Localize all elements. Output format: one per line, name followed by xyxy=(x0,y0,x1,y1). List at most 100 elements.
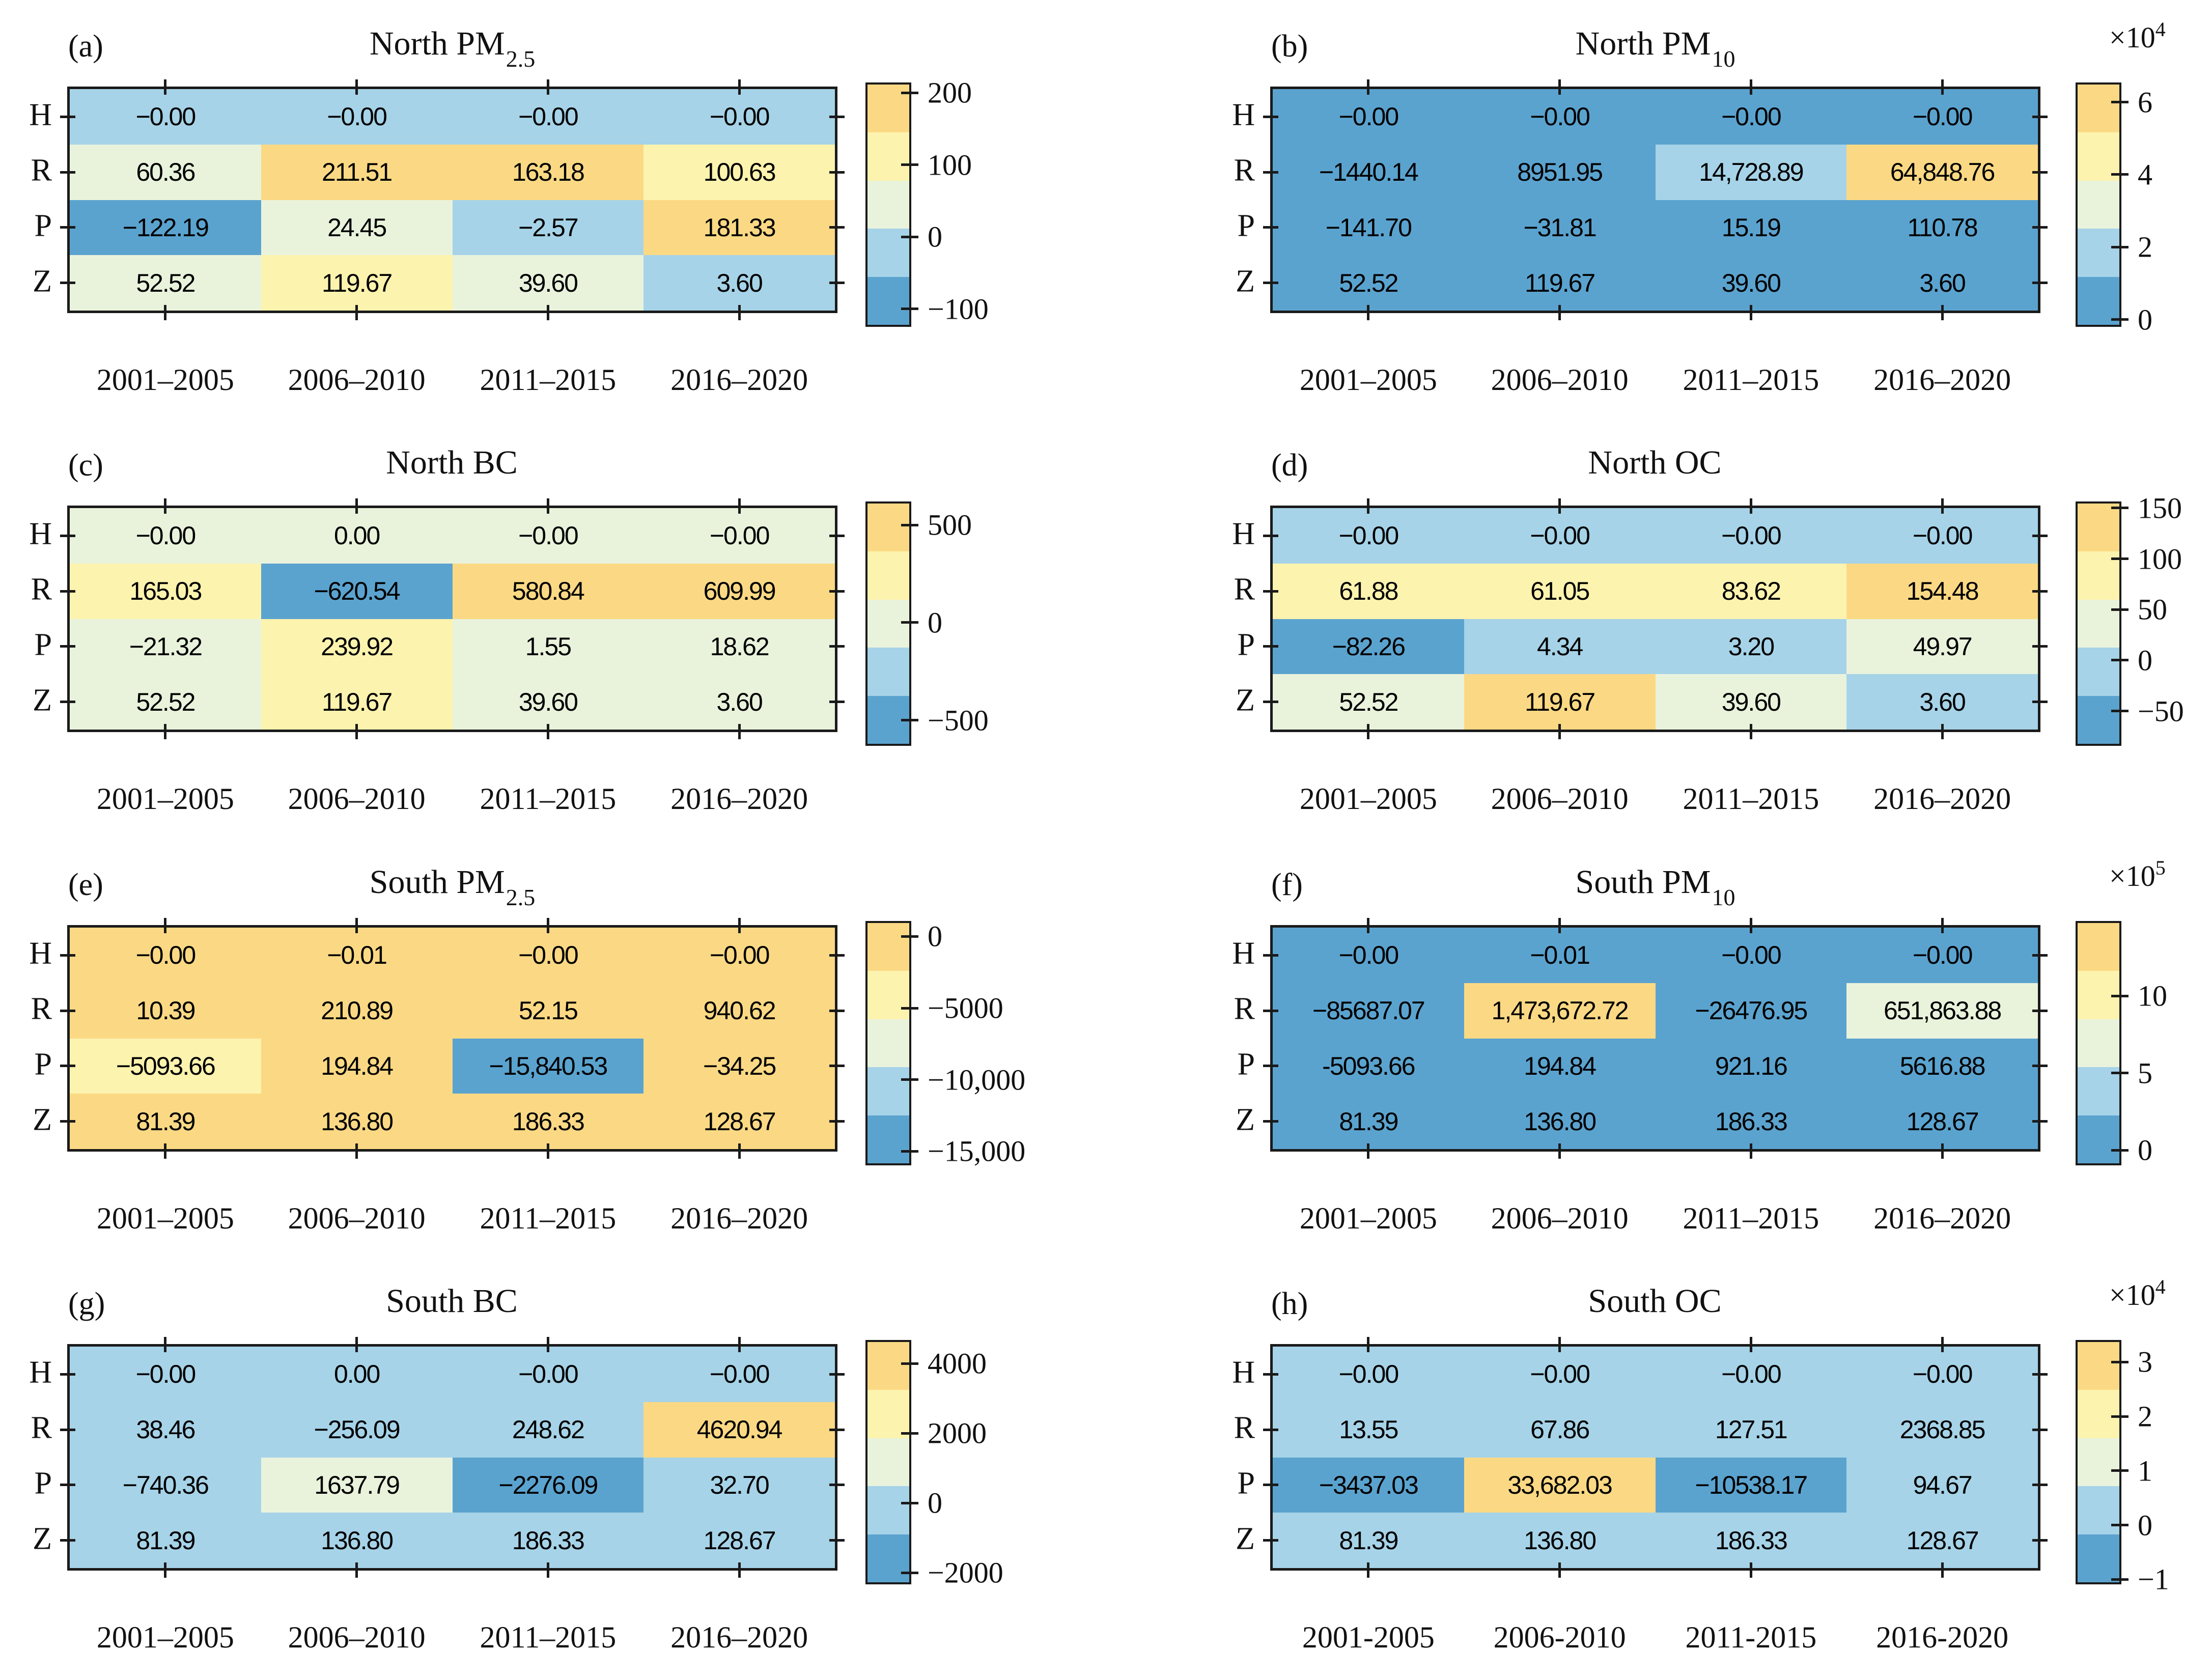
heatmap-cell: 181.33 xyxy=(643,200,835,256)
x-tick-label: 2006–2010 xyxy=(1491,1201,1629,1235)
y-axis-tick xyxy=(2032,534,2048,537)
heatmap-cell: 100.63 xyxy=(643,144,835,200)
colorbar-segment xyxy=(2078,132,2119,181)
panel-title-text: South BC xyxy=(386,1282,518,1320)
heatmap-cell: −2.57 xyxy=(452,200,644,256)
heatmap-cell: −0.00 xyxy=(1273,1347,1464,1402)
y-axis-tick xyxy=(1263,534,1278,537)
x-tick-label: 2016–2020 xyxy=(670,782,808,816)
colorbar-tick xyxy=(901,719,918,722)
y-axis-tick xyxy=(60,590,75,593)
row-label: Z xyxy=(1236,1102,1255,1137)
colorbar-tick xyxy=(901,1362,918,1365)
heatmap-cell: −0.00 xyxy=(1846,1347,2038,1402)
heatmap-cell: −620.54 xyxy=(261,563,453,619)
y-axis-tick xyxy=(60,645,75,648)
colorbar-segment xyxy=(2078,229,2119,277)
heatmap-cell: 128.67 xyxy=(643,1094,835,1149)
x-axis-tick xyxy=(546,79,549,95)
colorbar-segment xyxy=(867,551,909,600)
colorbar-segment xyxy=(2078,1486,2119,1534)
heatmap-cell: −0.00 xyxy=(1464,508,1656,564)
x-axis-tick xyxy=(355,1143,358,1159)
colorbar-tick xyxy=(2111,994,2129,997)
heatmap-cell: −0.01 xyxy=(261,928,453,983)
x-tick-label: 2001–2005 xyxy=(96,782,234,816)
heatmap-cell: −85687.07 xyxy=(1273,983,1464,1039)
colorbar-tick-label: −50 xyxy=(2138,694,2184,728)
heatmap-cell: 67.86 xyxy=(1464,1402,1656,1458)
x-axis-tick xyxy=(1941,498,1944,514)
y-axis-tick xyxy=(1263,1373,1278,1376)
heatmap-cell: −10538.17 xyxy=(1655,1457,1847,1513)
y-axis-tick xyxy=(60,1428,75,1431)
heatmap-cell: 1,473,672.72 xyxy=(1464,983,1656,1039)
colorbar-segment xyxy=(867,1438,909,1487)
heatmap-cell: 119.67 xyxy=(261,255,453,311)
y-axis-tick xyxy=(1263,1539,1278,1542)
colorbar-tick xyxy=(2111,1149,2129,1152)
heatmap-cell: −141.70 xyxy=(1273,200,1464,256)
heatmap-cell: 119.67 xyxy=(1464,255,1656,311)
colorbar-tick xyxy=(2111,173,2129,176)
heatmap-cell: 128.67 xyxy=(643,1513,835,1568)
x-axis-tick xyxy=(1749,724,1752,739)
heatmap-cell: 64,848.76 xyxy=(1846,144,2038,200)
y-axis-tick xyxy=(1263,645,1278,648)
heatmap-cell: −0.01 xyxy=(1464,928,1656,983)
panel-title-text: North PM xyxy=(1575,25,1711,62)
y-axis-tick xyxy=(2032,1065,2048,1068)
x-axis-tick xyxy=(164,79,167,95)
x-axis-tick xyxy=(546,1143,549,1159)
colorbar-segment xyxy=(867,1019,909,1068)
x-axis-tick xyxy=(1749,305,1752,320)
y-axis-tick xyxy=(60,954,75,957)
colorbar-tick xyxy=(901,1078,918,1081)
row-label: Z xyxy=(1236,1521,1255,1556)
y-axis-tick xyxy=(60,1120,75,1123)
heatmap-cell: 13.55 xyxy=(1273,1402,1464,1458)
heatmap-cell: 128.67 xyxy=(1846,1513,2038,1568)
x-tick-label: 2016–2020 xyxy=(670,1620,808,1654)
colorbar-segment xyxy=(867,648,909,696)
y-axis-tick xyxy=(1263,954,1278,957)
heatmap-cell: 39.60 xyxy=(452,255,644,311)
x-axis-tick xyxy=(738,918,741,933)
heatmap-cell: 39.60 xyxy=(452,674,644,730)
heatmap-cell: 3.60 xyxy=(643,674,835,730)
y-axis-tick xyxy=(60,171,75,174)
x-axis-tick xyxy=(164,1562,167,1578)
heatmap-cell: −0.00 xyxy=(1273,928,1464,983)
y-axis-tick xyxy=(1263,171,1278,174)
y-axis-tick xyxy=(2032,954,2048,957)
y-axis-tick xyxy=(1263,1009,1278,1012)
heatmap-cell: 5616.88 xyxy=(1846,1038,2038,1094)
x-axis-tick xyxy=(164,1337,167,1352)
x-tick-label: 2011–2015 xyxy=(1683,1201,1819,1235)
heatmap-cell: 165.03 xyxy=(70,563,261,619)
x-tick-label: 2006-2010 xyxy=(1493,1620,1626,1654)
heatmap-cell: −0.00 xyxy=(1655,89,1847,145)
colorbar-tick xyxy=(2111,710,2129,713)
x-tick-label: 2001–2005 xyxy=(1299,1201,1437,1235)
x-axis-tick xyxy=(738,1337,741,1352)
x-axis-tick xyxy=(1749,918,1752,933)
colorbar-tick-label: 4 xyxy=(2138,158,2152,191)
heatmap-cell: −0.00 xyxy=(70,89,261,145)
colorbar-tick-label: 0 xyxy=(928,606,942,639)
panel-title: South BC xyxy=(67,1282,837,1321)
heatmap-cell: 52.52 xyxy=(1273,255,1464,311)
heatmap-grid: −0.00 −0.00 −0.00 −0.00 −1440.14 8951.95 14,72… xyxy=(1270,87,2040,313)
heatmap-cell: 248.62 xyxy=(452,1402,644,1458)
x-tick-label: 2016-2020 xyxy=(1876,1620,2009,1654)
x-axis-tick xyxy=(1558,79,1561,95)
panel-tag: (g) xyxy=(68,1287,105,1321)
panel-title-text: North OC xyxy=(1588,444,1722,481)
x-axis-tick xyxy=(355,305,358,320)
heatmap-cell: 940.62 xyxy=(643,983,835,1039)
x-tick-label: 2001-2005 xyxy=(1302,1620,1435,1654)
x-tick-label: 2016–2020 xyxy=(1873,363,2011,397)
panel-title-subscript: 2.5 xyxy=(506,884,536,910)
colorbar xyxy=(865,82,911,327)
colorbar-tick xyxy=(901,1150,918,1153)
